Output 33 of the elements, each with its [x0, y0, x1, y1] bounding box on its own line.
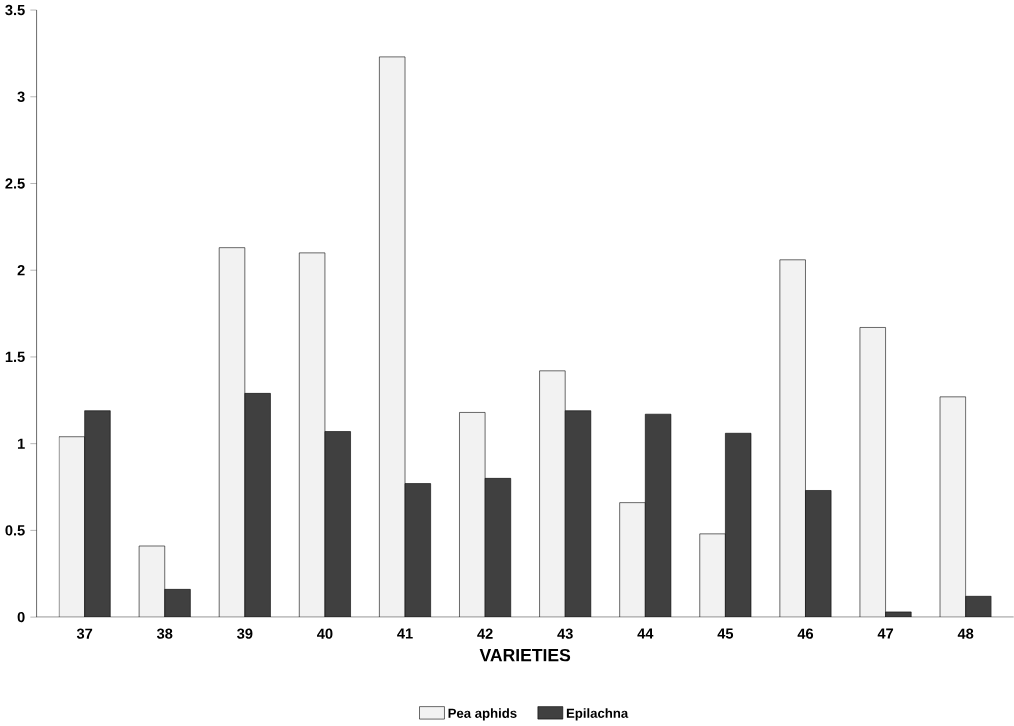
legend-label: Epilachna [566, 708, 629, 721]
x-tick-label: 37 [76, 628, 93, 639]
x-tick-label: 38 [156, 628, 173, 639]
legend-label: Pea aphids [448, 708, 517, 721]
bar [725, 433, 752, 618]
bar [324, 431, 351, 618]
x-tick-label: 41 [397, 628, 413, 639]
x-axis-title: VARIETIES [479, 649, 571, 662]
bar [565, 410, 591, 618]
y-tick-label: 3 [17, 91, 25, 103]
x-tick-label: 48 [957, 628, 974, 639]
y-tick-label: 1.5 [5, 351, 25, 363]
bar [405, 483, 431, 618]
bar [645, 414, 671, 618]
y-tick-label: 0.5 [5, 525, 25, 536]
y-tick-label: 1 [17, 438, 25, 449]
y-tick-label: 0 [17, 612, 25, 623]
y-tick-label: 2 [17, 265, 25, 276]
x-tick-label: 39 [237, 628, 253, 639]
x-tick-label: 45 [717, 628, 734, 639]
bar [164, 589, 191, 618]
y-tick-label: 3.5 [5, 4, 25, 16]
bar [84, 410, 111, 618]
x-tick-label: 44 [637, 628, 654, 639]
x-tick-label: 40 [317, 628, 333, 639]
x-tick-label: 42 [477, 628, 493, 639]
x-tick-label: 43 [557, 628, 573, 639]
bar [244, 393, 271, 618]
x-tick-label: 47 [877, 628, 894, 639]
bar [485, 478, 511, 618]
bar [805, 490, 832, 618]
x-tick-label: 46 [797, 628, 814, 639]
y-tick-label: 2.5 [5, 178, 25, 189]
